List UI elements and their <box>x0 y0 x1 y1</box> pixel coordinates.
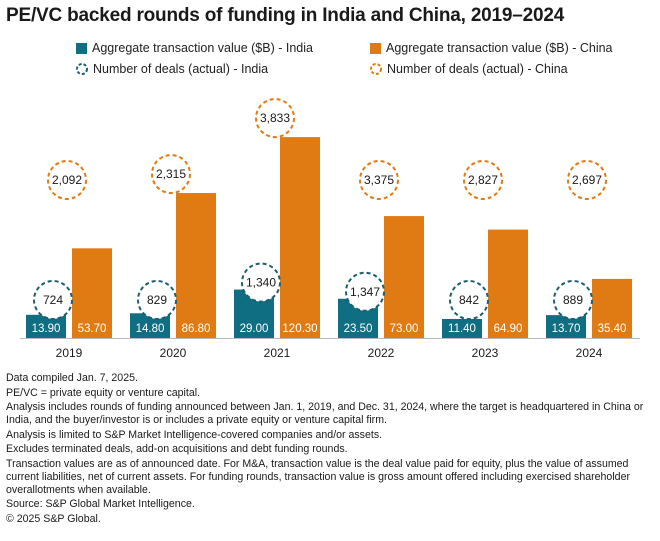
bar-china-2021 <box>280 137 320 338</box>
bar-china-2020 <box>176 193 216 338</box>
bar-label-india-2024: 13.70 <box>552 323 581 335</box>
deals-circle-china-2024 <box>567 160 607 200</box>
deals-label-india-2024: 889 <box>563 293 583 307</box>
legend-china-value-label: Aggregate transaction value ($B) - China <box>386 41 613 55</box>
bar-label-india-2021: 29.00 <box>240 323 269 335</box>
bar-india-2024 <box>546 315 586 338</box>
india-value-swatch <box>76 42 87 54</box>
bar-india-2019 <box>26 314 66 338</box>
deals-label-india-2022: 1,347 <box>350 285 380 299</box>
x-tick-label-2024: 2024 <box>576 346 603 360</box>
deals-circle-india-2021 <box>241 262 281 303</box>
bar-label-china-2024: 35.40 <box>598 323 627 335</box>
deals-label-india-2019: 724 <box>43 293 63 307</box>
bar-india-2023 <box>442 318 482 338</box>
note-source: Source: S&P Global Market Intelligence. <box>6 498 195 510</box>
china-value-swatch <box>370 42 381 54</box>
deals-circle-india-2022 <box>345 271 385 312</box>
bar-label-india-2022: 23.50 <box>344 323 373 335</box>
bar-label-china-2020: 86.80 <box>182 323 211 335</box>
bar-label-china-2019: 53.70 <box>78 323 107 335</box>
deals-circle-china-2020 <box>151 154 191 195</box>
x-tick-label-2022: 2022 <box>368 346 395 360</box>
deals-label-china-2019: 2,092 <box>52 173 82 187</box>
deals-label-china-2023: 2,827 <box>468 173 498 187</box>
note-pevc: PE/VC = private equity or venture capita… <box>6 386 201 399</box>
legend-china-value: Aggregate transaction value ($B) - China <box>370 41 613 55</box>
bar-label-china-2022: 73.00 <box>390 323 419 335</box>
legend-china-deals: Number of deals (actual) - China <box>369 62 568 76</box>
footnotes: Data compiled Jan. 7, 2025. PE/VC = priv… <box>6 372 656 527</box>
bar-china-2023 <box>488 229 528 338</box>
x-tick-label-2020: 2020 <box>160 346 187 360</box>
china-deals-circle-icon <box>370 63 382 75</box>
deals-label-china-2024: 2,697 <box>572 173 602 187</box>
legend-china-deals-label: Number of deals (actual) - China <box>387 62 568 76</box>
bar-china-2022 <box>384 216 424 338</box>
x-tick-label-2019: 2019 <box>56 346 83 360</box>
bar-label-india-2020: 14.80 <box>136 323 165 335</box>
bar-label-india-2019: 13.90 <box>32 323 61 335</box>
x-tick-label-2021: 2021 <box>264 346 291 360</box>
deals-label-china-2021: 3,833 <box>260 111 290 125</box>
note-limited: Analysis is limited to S&P Market Intell… <box>6 428 383 441</box>
deals-label-india-2021: 1,340 <box>246 276 276 290</box>
deals-circle-india-2023 <box>449 280 489 320</box>
bar-label-china-2021: 120.30 <box>282 323 317 335</box>
india-deals-circle-icon <box>76 63 88 75</box>
deals-circle-india-2024 <box>553 280 593 320</box>
deals-circle-india-2019 <box>33 280 73 320</box>
deals-circle-china-2021 <box>255 98 295 139</box>
bar-china-2019 <box>72 248 112 338</box>
note-compiled: Data compiled Jan. 7, 2025. <box>6 372 138 384</box>
bar-label-india-2023: 11.40 <box>448 323 476 335</box>
deals-circle-china-2022 <box>359 160 399 200</box>
chart-title: PE/VC backed rounds of funding in India … <box>6 5 565 26</box>
bar-label-china-2023: 64.90 <box>494 323 523 335</box>
deals-label-india-2020: 829 <box>147 293 167 307</box>
legend-india-deals: Number of deals (actual) - India <box>75 62 268 76</box>
note-copyright: © 2025 S&P Global. <box>6 512 101 525</box>
note-excludes: Excludes terminated deals, add-on acquis… <box>6 443 348 455</box>
x-tick-label-2023: 2023 <box>472 346 499 360</box>
legend-india-value-label: Aggregate transaction value ($B) - India <box>92 41 313 55</box>
deals-label-china-2022: 3,375 <box>364 173 394 187</box>
legend-india-value: Aggregate transaction value ($B) - India <box>76 41 313 55</box>
bar-chart: 13.90 53.70 724 2,092 2019 14.80 86.80 829 2,315… <box>20 98 640 360</box>
legend-india-deals-label: Number of deals (actual) - India <box>93 62 269 76</box>
note-transaction: Transaction values are as of announced d… <box>6 457 630 496</box>
deals-label-china-2020: 2,315 <box>156 167 186 181</box>
deals-circle-india-2020 <box>137 280 177 320</box>
bar-china-2024 <box>592 278 632 338</box>
deals-label-india-2023: 842 <box>459 293 479 307</box>
note-analysis: Analysis includes rounds of funding anno… <box>6 401 644 426</box>
deals-circle-china-2023 <box>463 160 503 200</box>
deals-circle-china-2019 <box>47 160 87 200</box>
